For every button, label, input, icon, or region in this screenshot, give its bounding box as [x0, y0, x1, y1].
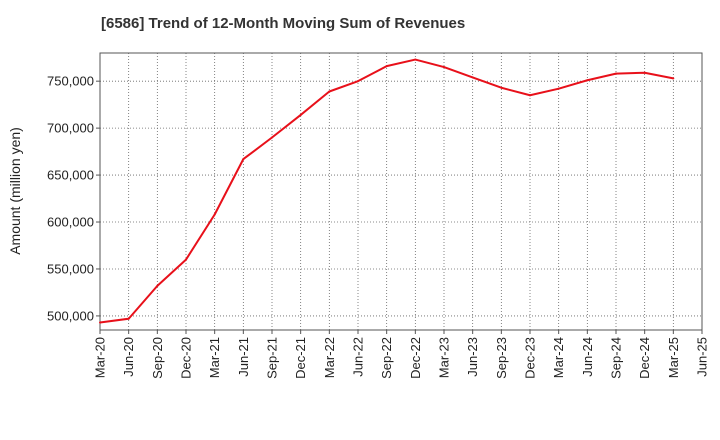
- x-tick-label: Jun-21: [236, 337, 251, 377]
- data-point: [672, 77, 675, 80]
- chart-title: [6586] Trend of 12-Month Moving Sum of R…: [101, 15, 466, 32]
- data-point: [385, 65, 388, 68]
- x-tick-label: Mar-24: [551, 337, 566, 378]
- y-axis-label: Amount (million yen): [7, 127, 23, 255]
- data-point: [185, 258, 187, 261]
- x-tick-label: Jun-22: [351, 337, 366, 377]
- x-tick-label: Sep-23: [494, 337, 509, 379]
- x-tick-label: Mar-22: [322, 337, 337, 378]
- data-point: [357, 80, 359, 83]
- x-tick-label: Mar-21: [207, 337, 222, 378]
- data-point: [414, 58, 417, 61]
- gridlines: [99, 53, 703, 330]
- data-point: [299, 113, 302, 116]
- y-tick-label: 650,000: [47, 168, 94, 183]
- data-point: [213, 213, 216, 216]
- data-point: [529, 94, 531, 97]
- x-tick-label: Mar-20: [93, 337, 108, 378]
- x-tick-label: Sep-24: [609, 337, 624, 379]
- x-tick-label: Dec-22: [408, 337, 423, 379]
- y-tick-label: 600,000: [47, 215, 94, 230]
- x-tick-label: Dec-24: [637, 337, 652, 379]
- data-point: [500, 86, 503, 89]
- plot-area-border: [99, 52, 703, 331]
- x-tick-label: Dec-21: [293, 337, 308, 379]
- data-point: [99, 321, 101, 324]
- data-point: [557, 87, 560, 90]
- data-point: [586, 79, 589, 82]
- series-layer: [99, 58, 675, 324]
- y-axis-ticks: 500,000 550,000 600,000 650,000 700,000 750,0…: [47, 74, 100, 323]
- data-point: [615, 72, 617, 75]
- y-tick-label: 500,000: [47, 308, 94, 323]
- x-tick-label: Sep-22: [379, 337, 394, 379]
- x-tick-label: Dec-23: [523, 337, 538, 379]
- data-point: [242, 158, 245, 161]
- data-point: [328, 90, 331, 93]
- data-point: [156, 284, 159, 287]
- data-point: [443, 66, 445, 69]
- data-point: [471, 76, 474, 79]
- x-axis-ticks: Mar-20 Jun-20 Sep-20 Dec-20 Mar-21 Jun-21 Sep-…: [93, 330, 710, 379]
- x-tick-label: Mar-23: [437, 337, 452, 378]
- data-point: [271, 136, 273, 139]
- x-tick-label: Jun-24: [580, 337, 595, 377]
- x-tick-label: Jun-23: [465, 337, 480, 377]
- x-tick-label: Dec-20: [179, 337, 194, 379]
- data-point: [643, 71, 646, 74]
- x-tick-label: Jun-20: [121, 337, 136, 377]
- y-tick-label: 550,000: [47, 261, 94, 276]
- data-point: [127, 317, 130, 320]
- x-tick-label: Mar-25: [666, 337, 681, 378]
- y-tick-label: 750,000: [47, 74, 94, 89]
- x-tick-label: Sep-21: [265, 337, 280, 379]
- y-tick-label: 700,000: [47, 121, 94, 136]
- x-tick-label: Jun-25: [695, 337, 710, 377]
- x-tick-label: Sep-20: [150, 337, 165, 379]
